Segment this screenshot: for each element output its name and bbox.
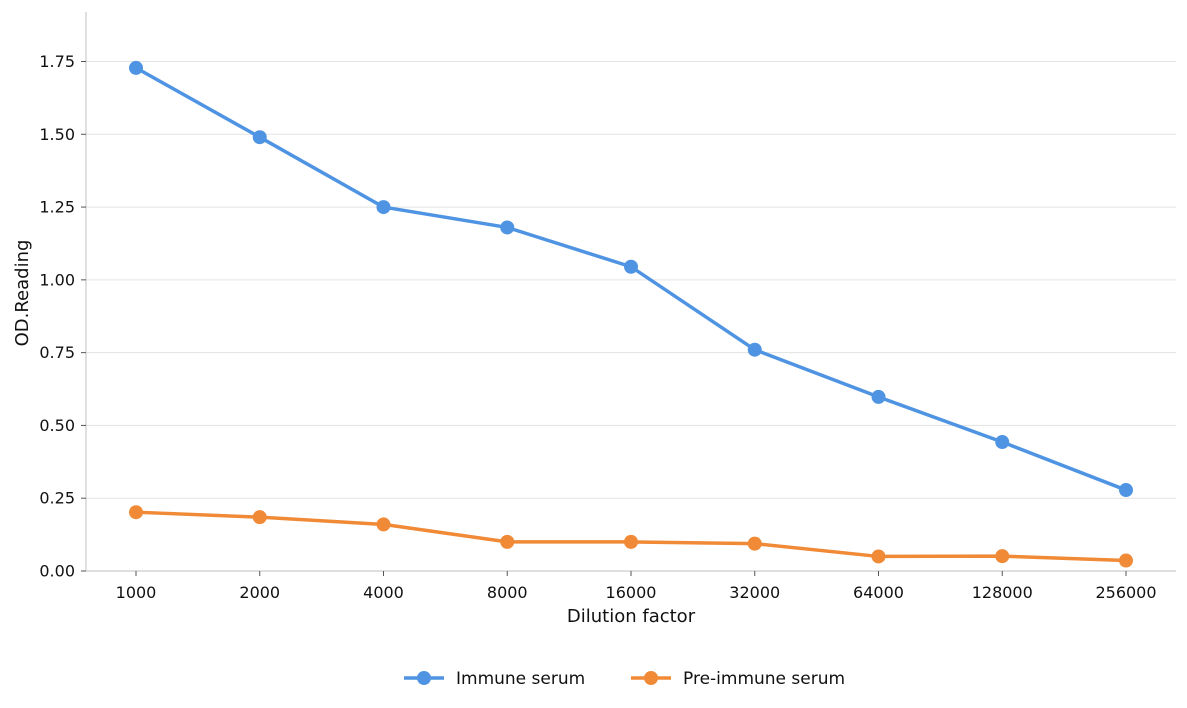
data-point <box>1119 483 1133 498</box>
data-point <box>129 505 143 520</box>
data-point <box>871 549 886 564</box>
y-axis-title: OD.Reading <box>12 240 33 347</box>
y-tick-label: 0.00 <box>39 562 75 581</box>
data-point <box>500 534 515 549</box>
y-tick-label: 0.50 <box>39 416 75 435</box>
y-tick-label: 1.50 <box>39 125 75 144</box>
data-point <box>376 517 391 532</box>
x-tick-label: 4000 <box>363 583 404 602</box>
y-tick-label: 1.75 <box>39 52 75 71</box>
series-line <box>134 66 1128 492</box>
series-1 <box>129 505 1133 568</box>
data-point <box>376 200 391 215</box>
x-tick-label: 2000 <box>239 583 280 602</box>
data-point <box>1119 553 1133 568</box>
axes <box>85 12 1176 572</box>
series-layer <box>129 60 1133 568</box>
data-point <box>624 534 638 549</box>
y-tick-label: 0.25 <box>39 489 75 508</box>
y-axis-ticks: 0.00 0.25 0.50 0.75 1.00 1.25 1.50 1.75 <box>39 52 86 581</box>
legend-label: Immune serum <box>456 669 585 689</box>
data-point <box>500 220 515 235</box>
x-tick-label: 1000 <box>116 583 157 602</box>
data-point <box>624 259 638 274</box>
x-tick-label: 128000 <box>972 583 1033 602</box>
data-point <box>252 130 267 145</box>
x-axis-ticks: 1000 2000 4000 8000 16000 32000 64000 128000 256… <box>116 571 1157 602</box>
legend-item: Pre-immune serum <box>631 669 845 689</box>
data-point <box>747 342 762 357</box>
legend-item: Immune serum <box>404 669 585 689</box>
x-axis-title: Dilution factor <box>567 606 696 627</box>
x-tick-label: 32000 <box>729 583 780 602</box>
x-tick-label: 64000 <box>853 583 904 602</box>
legend: Immune serum Pre-immune serum <box>404 669 845 689</box>
data-point <box>871 389 886 404</box>
data-point <box>995 435 1010 450</box>
x-tick-label: 16000 <box>606 583 657 602</box>
gridlines <box>86 60 1176 572</box>
legend-label: Pre-immune serum <box>683 669 845 689</box>
x-tick-label: 256000 <box>1095 583 1156 602</box>
y-tick-label: 1.25 <box>39 198 75 217</box>
data-point <box>747 536 762 551</box>
data-point <box>995 549 1010 564</box>
data-point <box>252 510 267 525</box>
series-0 <box>129 60 1133 498</box>
legend-swatch-marker <box>644 671 658 685</box>
x-tick-label: 8000 <box>487 583 528 602</box>
data-point <box>129 60 143 75</box>
y-tick-label: 1.00 <box>39 270 75 289</box>
legend-swatch-marker <box>417 671 431 685</box>
y-tick-label: 0.75 <box>39 343 75 362</box>
